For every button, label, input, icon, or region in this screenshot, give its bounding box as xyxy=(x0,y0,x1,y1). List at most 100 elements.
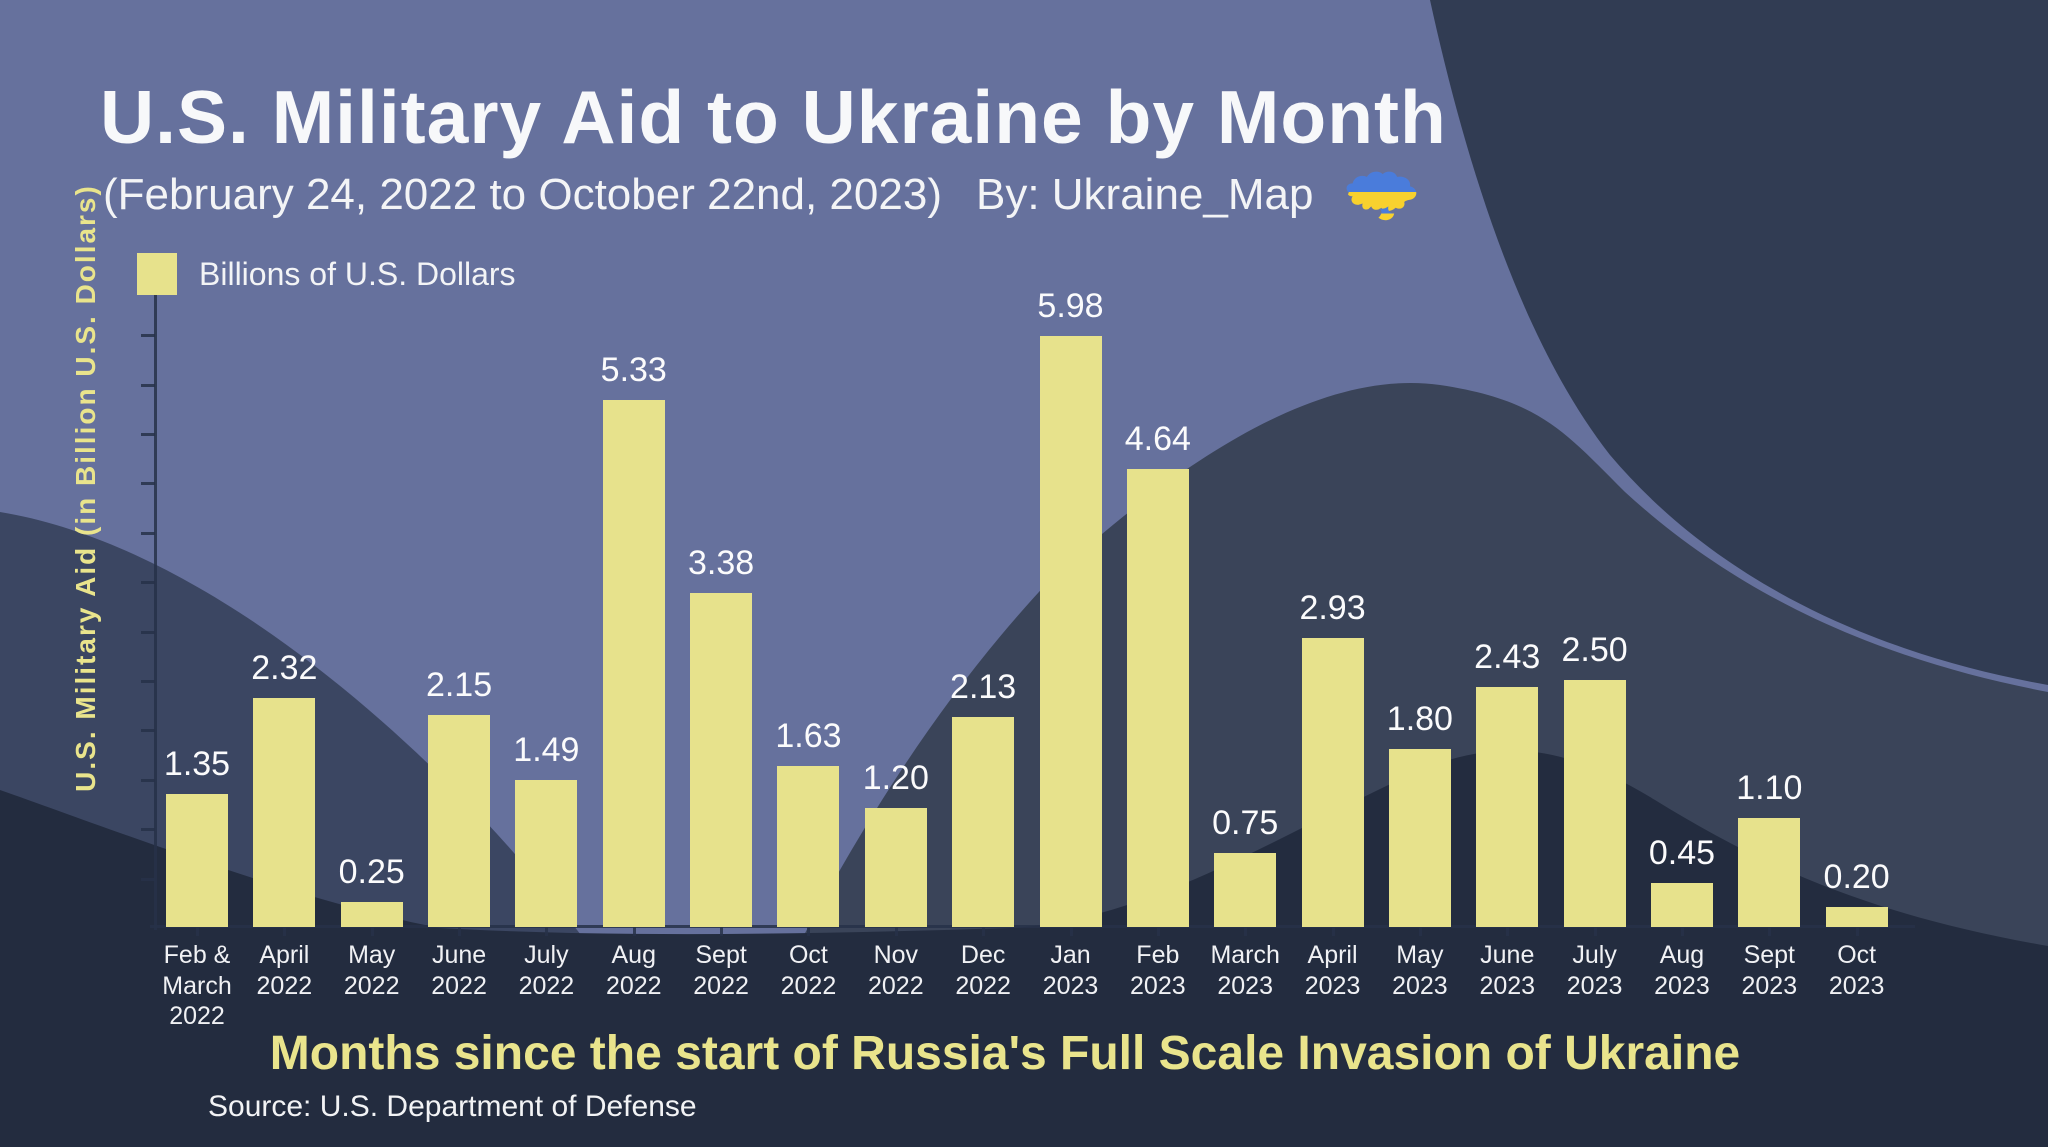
bar xyxy=(1388,749,1451,927)
x-axis-tick xyxy=(807,927,811,936)
x-category-label: March 2023 xyxy=(1210,941,1280,1000)
x-axis-tick xyxy=(1331,927,1335,936)
bar xyxy=(340,902,403,927)
x-axis-tick xyxy=(370,927,374,936)
bar xyxy=(166,793,228,927)
y-axis-tick xyxy=(141,877,155,881)
bar-value-label: 0.45 xyxy=(1648,833,1716,872)
bar-value-label: 2.13 xyxy=(950,667,1017,706)
x-category-label: Sept 2023 xyxy=(1741,941,1798,1000)
x-axis-tick xyxy=(458,927,462,936)
bar xyxy=(864,808,927,927)
y-axis-tick xyxy=(141,383,155,387)
bar-value-label: 3.38 xyxy=(688,544,755,583)
x-category-label: Nov 2022 xyxy=(867,941,924,1000)
legend-swatch xyxy=(137,253,177,295)
bar xyxy=(1039,336,1102,927)
bar xyxy=(602,400,665,927)
x-category-label: Aug 2023 xyxy=(1654,941,1710,1000)
y-axis-tick xyxy=(141,729,155,733)
x-axis-title: Months since the start of Russia's Full … xyxy=(269,1027,1741,1080)
subtitle-row: (February 24, 2022 to October 22nd, 2023… xyxy=(103,162,1425,228)
bar-value-label: 1.10 xyxy=(1736,769,1803,808)
x-axis-tick xyxy=(545,927,549,936)
x-category-label: May 2022 xyxy=(343,941,400,1000)
bar xyxy=(1476,686,1539,927)
bar xyxy=(515,779,578,927)
x-axis-tick xyxy=(196,927,199,936)
legend-label: Billions of U.S. Dollars xyxy=(199,255,516,292)
x-category-label: Jan 2023 xyxy=(1042,941,1099,1000)
bar-value-label: 0.25 xyxy=(338,853,405,892)
bar-value-label: 1.35 xyxy=(163,744,231,783)
bar-value-label: 2.15 xyxy=(425,665,493,704)
ukraine-map-icon xyxy=(1347,171,1417,221)
y-axis-line xyxy=(154,288,157,930)
y-axis-title: U.S. Military Aid (in Billion U.S. Dolla… xyxy=(70,184,101,792)
bar xyxy=(952,716,1015,927)
y-axis-tick xyxy=(141,630,155,634)
bar-value-label: 2.93 xyxy=(1299,588,1366,627)
bar xyxy=(1126,468,1189,927)
x-category-label: Feb 2023 xyxy=(1130,941,1186,1000)
bar xyxy=(690,593,753,927)
bar-value-label: 4.64 xyxy=(1124,419,1191,458)
x-axis-tick xyxy=(632,927,636,936)
bar-value-label: 5.98 xyxy=(1037,287,1104,326)
x-category-label: Dec 2022 xyxy=(955,941,1011,1000)
x-axis-tick xyxy=(1680,927,1684,936)
x-axis-tick xyxy=(1506,927,1510,936)
legend: Billions of U.S. Dollars xyxy=(137,253,516,295)
bar xyxy=(1825,907,1888,927)
bar xyxy=(1214,852,1277,927)
x-axis-tick xyxy=(283,927,287,936)
bar xyxy=(1563,680,1626,927)
page-title: U.S. Military Aid to Ukraine by Month xyxy=(100,75,1447,160)
y-axis-tick xyxy=(141,778,155,782)
x-category-label: July 2023 xyxy=(1566,941,1623,1000)
x-category-label: Aug 2022 xyxy=(605,941,662,1000)
bar xyxy=(1738,818,1801,927)
bar-value-label: 1.20 xyxy=(862,759,929,798)
x-axis-tick xyxy=(982,927,986,936)
x-axis-tick xyxy=(720,927,724,936)
bar-value-label: 2.32 xyxy=(251,648,318,687)
x-category-label: July 2022 xyxy=(518,941,575,1000)
x-category-label: June 2022 xyxy=(431,941,487,1000)
y-axis-tick xyxy=(141,828,155,832)
bar-value-label: 1.63 xyxy=(775,716,842,755)
bar-value-label: 0.75 xyxy=(1212,803,1279,842)
bar-value-label: 0.20 xyxy=(1823,858,1890,897)
x-category-label: May 2023 xyxy=(1392,941,1448,1000)
y-axis-tick xyxy=(141,581,155,585)
bar-value-label: 5.33 xyxy=(600,351,667,390)
wave-right-mountain xyxy=(1430,0,2048,685)
y-axis-tick xyxy=(141,680,155,683)
bar xyxy=(253,697,316,927)
bar xyxy=(1301,637,1364,927)
x-axis-tick xyxy=(1593,927,1597,936)
bar xyxy=(428,714,491,927)
bar-value-label: 2.43 xyxy=(1474,637,1541,676)
x-axis-tick xyxy=(894,927,898,936)
x-axis-tick xyxy=(1855,927,1859,936)
x-axis-tick xyxy=(1069,927,1073,936)
byline: By: Ukraine_Map xyxy=(975,170,1314,219)
bar xyxy=(777,765,840,927)
x-category-label: Oct 2022 xyxy=(780,941,837,1000)
x-category-label: June 2023 xyxy=(1479,941,1536,1000)
y-axis-tick xyxy=(141,531,155,535)
x-category-label: Sept 2022 xyxy=(693,941,749,1000)
y-axis-tick xyxy=(141,433,155,436)
x-category-label: Feb & March 2022 xyxy=(162,941,232,1030)
bar-value-label: 1.49 xyxy=(513,730,580,769)
bar-value-label: 2.50 xyxy=(1561,631,1628,669)
x-category-label: Oct 2023 xyxy=(1828,941,1885,1000)
y-axis-tick xyxy=(141,334,155,338)
bar-value-label: 1.80 xyxy=(1386,700,1453,739)
y-axis-tick xyxy=(141,482,155,486)
x-category-label: April 2023 xyxy=(1304,941,1361,1000)
bar xyxy=(1650,882,1713,927)
